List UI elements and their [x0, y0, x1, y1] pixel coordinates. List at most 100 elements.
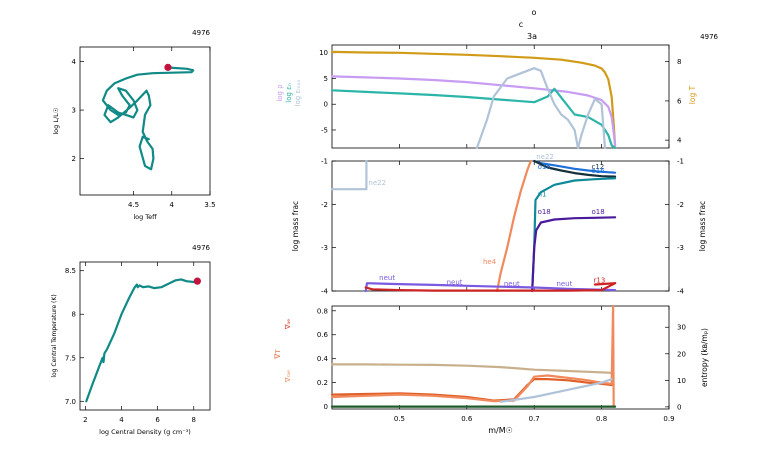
abundance-label-ne22: ne22	[536, 153, 554, 161]
abundance-line-c12	[533, 159, 617, 178]
abundance-label-n1: n1	[538, 191, 547, 199]
abundance-label-neut: neut	[379, 274, 395, 282]
y2-tick-label: 0	[677, 403, 681, 411]
hr-track-line	[101, 66, 195, 171]
y-tick-label: 7.0	[65, 398, 76, 406]
center-xlabel: log Central Density (g cm⁻³)	[99, 428, 191, 436]
structure-ylabel-0: log ρ	[276, 84, 284, 102]
abundance-line-si28	[531, 216, 617, 293]
y-tick-label: 10	[319, 49, 328, 57]
y2-tick-label: -3	[677, 244, 684, 252]
gradients-ylabel-ad: ∇ₐₑ	[284, 319, 292, 330]
x-tick-label: 8	[192, 416, 196, 424]
y2-tick-label: -1	[677, 158, 684, 166]
x-tick-label: 4.5	[128, 201, 139, 209]
y-tick-label: -4	[321, 288, 329, 296]
abundance-line-he4	[496, 159, 532, 293]
gradients-line-grad_rad	[330, 304, 615, 408]
y-tick-label: -1	[321, 158, 328, 166]
y-tick-label: 0.8	[317, 307, 328, 315]
y2-tick-label: -2	[677, 201, 684, 209]
y-tick-label: 0	[324, 403, 328, 411]
header-subtitle: 3a	[527, 32, 537, 41]
x-tick-label: 0.9	[663, 415, 674, 423]
y2-tick-label: -4	[677, 288, 685, 296]
x-tick-label: 2	[83, 416, 87, 424]
y-tick-label: 8.5	[65, 267, 76, 275]
hr-diagram-panel: 4.5 4 3.5 2 3 4 4976 log Teff log L/L☉	[52, 29, 216, 221]
x-tick-label: 0.5	[394, 415, 405, 423]
gradients-line-epsmax	[499, 378, 613, 403]
gradients-xlabel: m/M☉	[488, 426, 513, 435]
abundance-label-neut: neut	[447, 279, 463, 287]
central-conditions-panel: 2 4 6 8 7.0 7.5 8 8.5 4976 log Central Density (g…	[51, 244, 211, 436]
abundance-label-o16: o16	[538, 163, 552, 171]
y-tick-label: -2	[321, 201, 328, 209]
abundance-label-o16: o16	[591, 167, 605, 175]
header-symbol-top: o	[532, 8, 537, 17]
center-title: 4976	[192, 244, 210, 252]
x-tick-label: 6	[155, 416, 160, 424]
y2-tick-label: 30	[677, 324, 686, 332]
abundance-label-c12: c12	[591, 163, 604, 171]
center-track-line	[85, 278, 199, 403]
header-symbol-mid: c	[519, 20, 523, 29]
y-tick-label: 4	[72, 58, 77, 66]
abundance-label-o18: o18	[538, 208, 551, 216]
structure-y2label: log T	[688, 85, 697, 104]
abundance-line-r13	[593, 282, 617, 286]
y2-tick-label: 6	[677, 97, 682, 105]
y-tick-label: 3	[72, 107, 76, 115]
gradients-frame	[331, 305, 670, 410]
abundance-y2label: log mass frac	[698, 201, 707, 251]
x-tick-label: 0.6	[461, 415, 473, 423]
y-tick-label: 2	[72, 155, 76, 163]
y-tick-label: 0.2	[317, 379, 328, 387]
structure-line-epsmax	[475, 67, 607, 150]
abundance-line-ne22	[330, 159, 368, 191]
y2-tick-label: 10	[677, 377, 686, 385]
hr-ylabel: log L/L☉	[52, 107, 60, 134]
structure-line-epsnuc	[330, 87, 617, 150]
hr-xlabel: log Teff	[133, 213, 157, 221]
hr-current-marker	[164, 63, 172, 71]
hr-title: 4976	[192, 29, 210, 37]
y-tick-label: 5	[324, 75, 328, 83]
abundance-label-neut: neut	[504, 280, 520, 288]
abundance-ylabel: log mass frac	[291, 201, 300, 251]
abundance-label-he4: he4	[483, 258, 497, 266]
structure-line-rho	[330, 75, 617, 147]
gradients-ylabel-rad: ∇ᵣₐₑ	[284, 370, 292, 383]
y-tick-label: -5	[321, 126, 328, 134]
y-tick-label: 0	[324, 101, 328, 109]
structure-ylabel-2: log εₘₐₓ	[294, 80, 302, 107]
gradients-ylabel-L: ∇ᴛ	[273, 349, 282, 360]
gradients-entropy-panel: 0.5 0.6 0.7 0.8 0.900.20.40.60.80102030m/M☉∇…	[273, 304, 709, 435]
x-tick-label: 0.8	[596, 415, 607, 423]
structure-profile-panel: -5 0 5 10 4 6 8 log ρ log εₙ log εₘₐₓ log T	[276, 44, 697, 150]
abundance-label-o18: o18	[591, 208, 604, 216]
y-tick-label: 0.6	[317, 331, 329, 339]
y-tick-label: -3	[321, 244, 328, 252]
x-tick-label: 0.7	[529, 415, 540, 423]
gradients-y2label: entropy (kʙ/mₚ)	[700, 328, 709, 387]
y2-tick-label: 4	[677, 137, 682, 145]
structure-line-T	[330, 50, 617, 148]
abundance-line-h1	[364, 282, 617, 292]
y2-tick-label: 20	[677, 350, 686, 358]
structure-ylabel-1: log εₙ	[285, 83, 293, 103]
abundance-label-neut: neut	[556, 280, 572, 288]
abundance-label-r13: r13	[594, 276, 606, 284]
y-tick-label: 8	[72, 311, 76, 319]
structure-frame	[331, 44, 670, 149]
abundance-label-ne22: ne22	[368, 179, 386, 187]
center-current-marker	[193, 277, 201, 285]
y-tick-label: 7.5	[65, 354, 76, 362]
top-right-model-number: 4976	[700, 33, 718, 41]
y2-tick-label: 8	[677, 58, 681, 66]
gradients-line-entropy	[330, 363, 613, 374]
x-tick-label: 4	[119, 416, 124, 424]
x-tick-label: 3.5	[204, 201, 215, 209]
